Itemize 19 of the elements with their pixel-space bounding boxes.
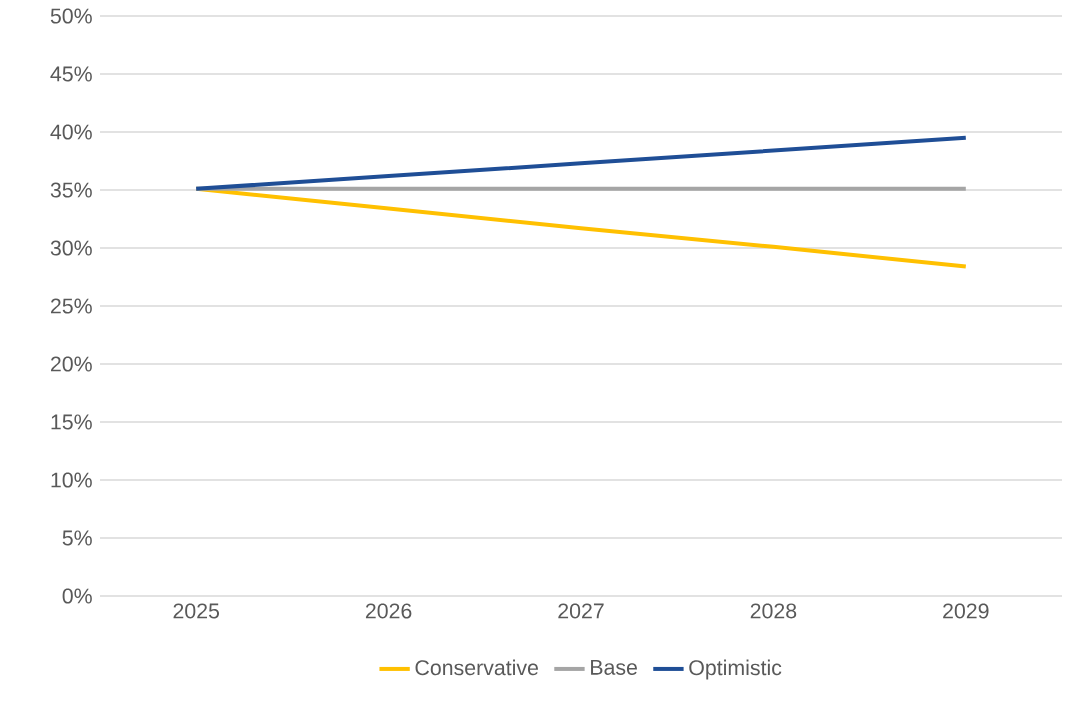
y-tick-label: 45%	[50, 66, 92, 82]
y-tick-label: 5%	[62, 530, 92, 546]
y-tick-label: 10%	[51, 472, 92, 488]
y-tick-label: 20%	[51, 356, 92, 372]
legend-label: Conservative	[415, 659, 538, 676]
y-tick-label: 25%	[51, 298, 92, 314]
y-tick-label: 50%	[50, 8, 92, 24]
y-tick-label: 40%	[50, 124, 92, 140]
legend-label: Optimistic	[689, 659, 782, 680]
x-tick-label: 2027	[558, 603, 604, 619]
x-tick-label: 2026	[365, 603, 412, 619]
y-tick-label: 30%	[50, 240, 92, 256]
x-tick-label: 2025	[173, 603, 220, 619]
y-tick-label: 15%	[51, 414, 92, 430]
y-tick-label: 0%	[62, 588, 92, 604]
y-tick-label: 35%	[50, 182, 92, 198]
x-tick-label: 2029	[943, 603, 989, 619]
x-tick-label: 2028	[750, 603, 797, 619]
legend-label: Base	[591, 659, 637, 675]
